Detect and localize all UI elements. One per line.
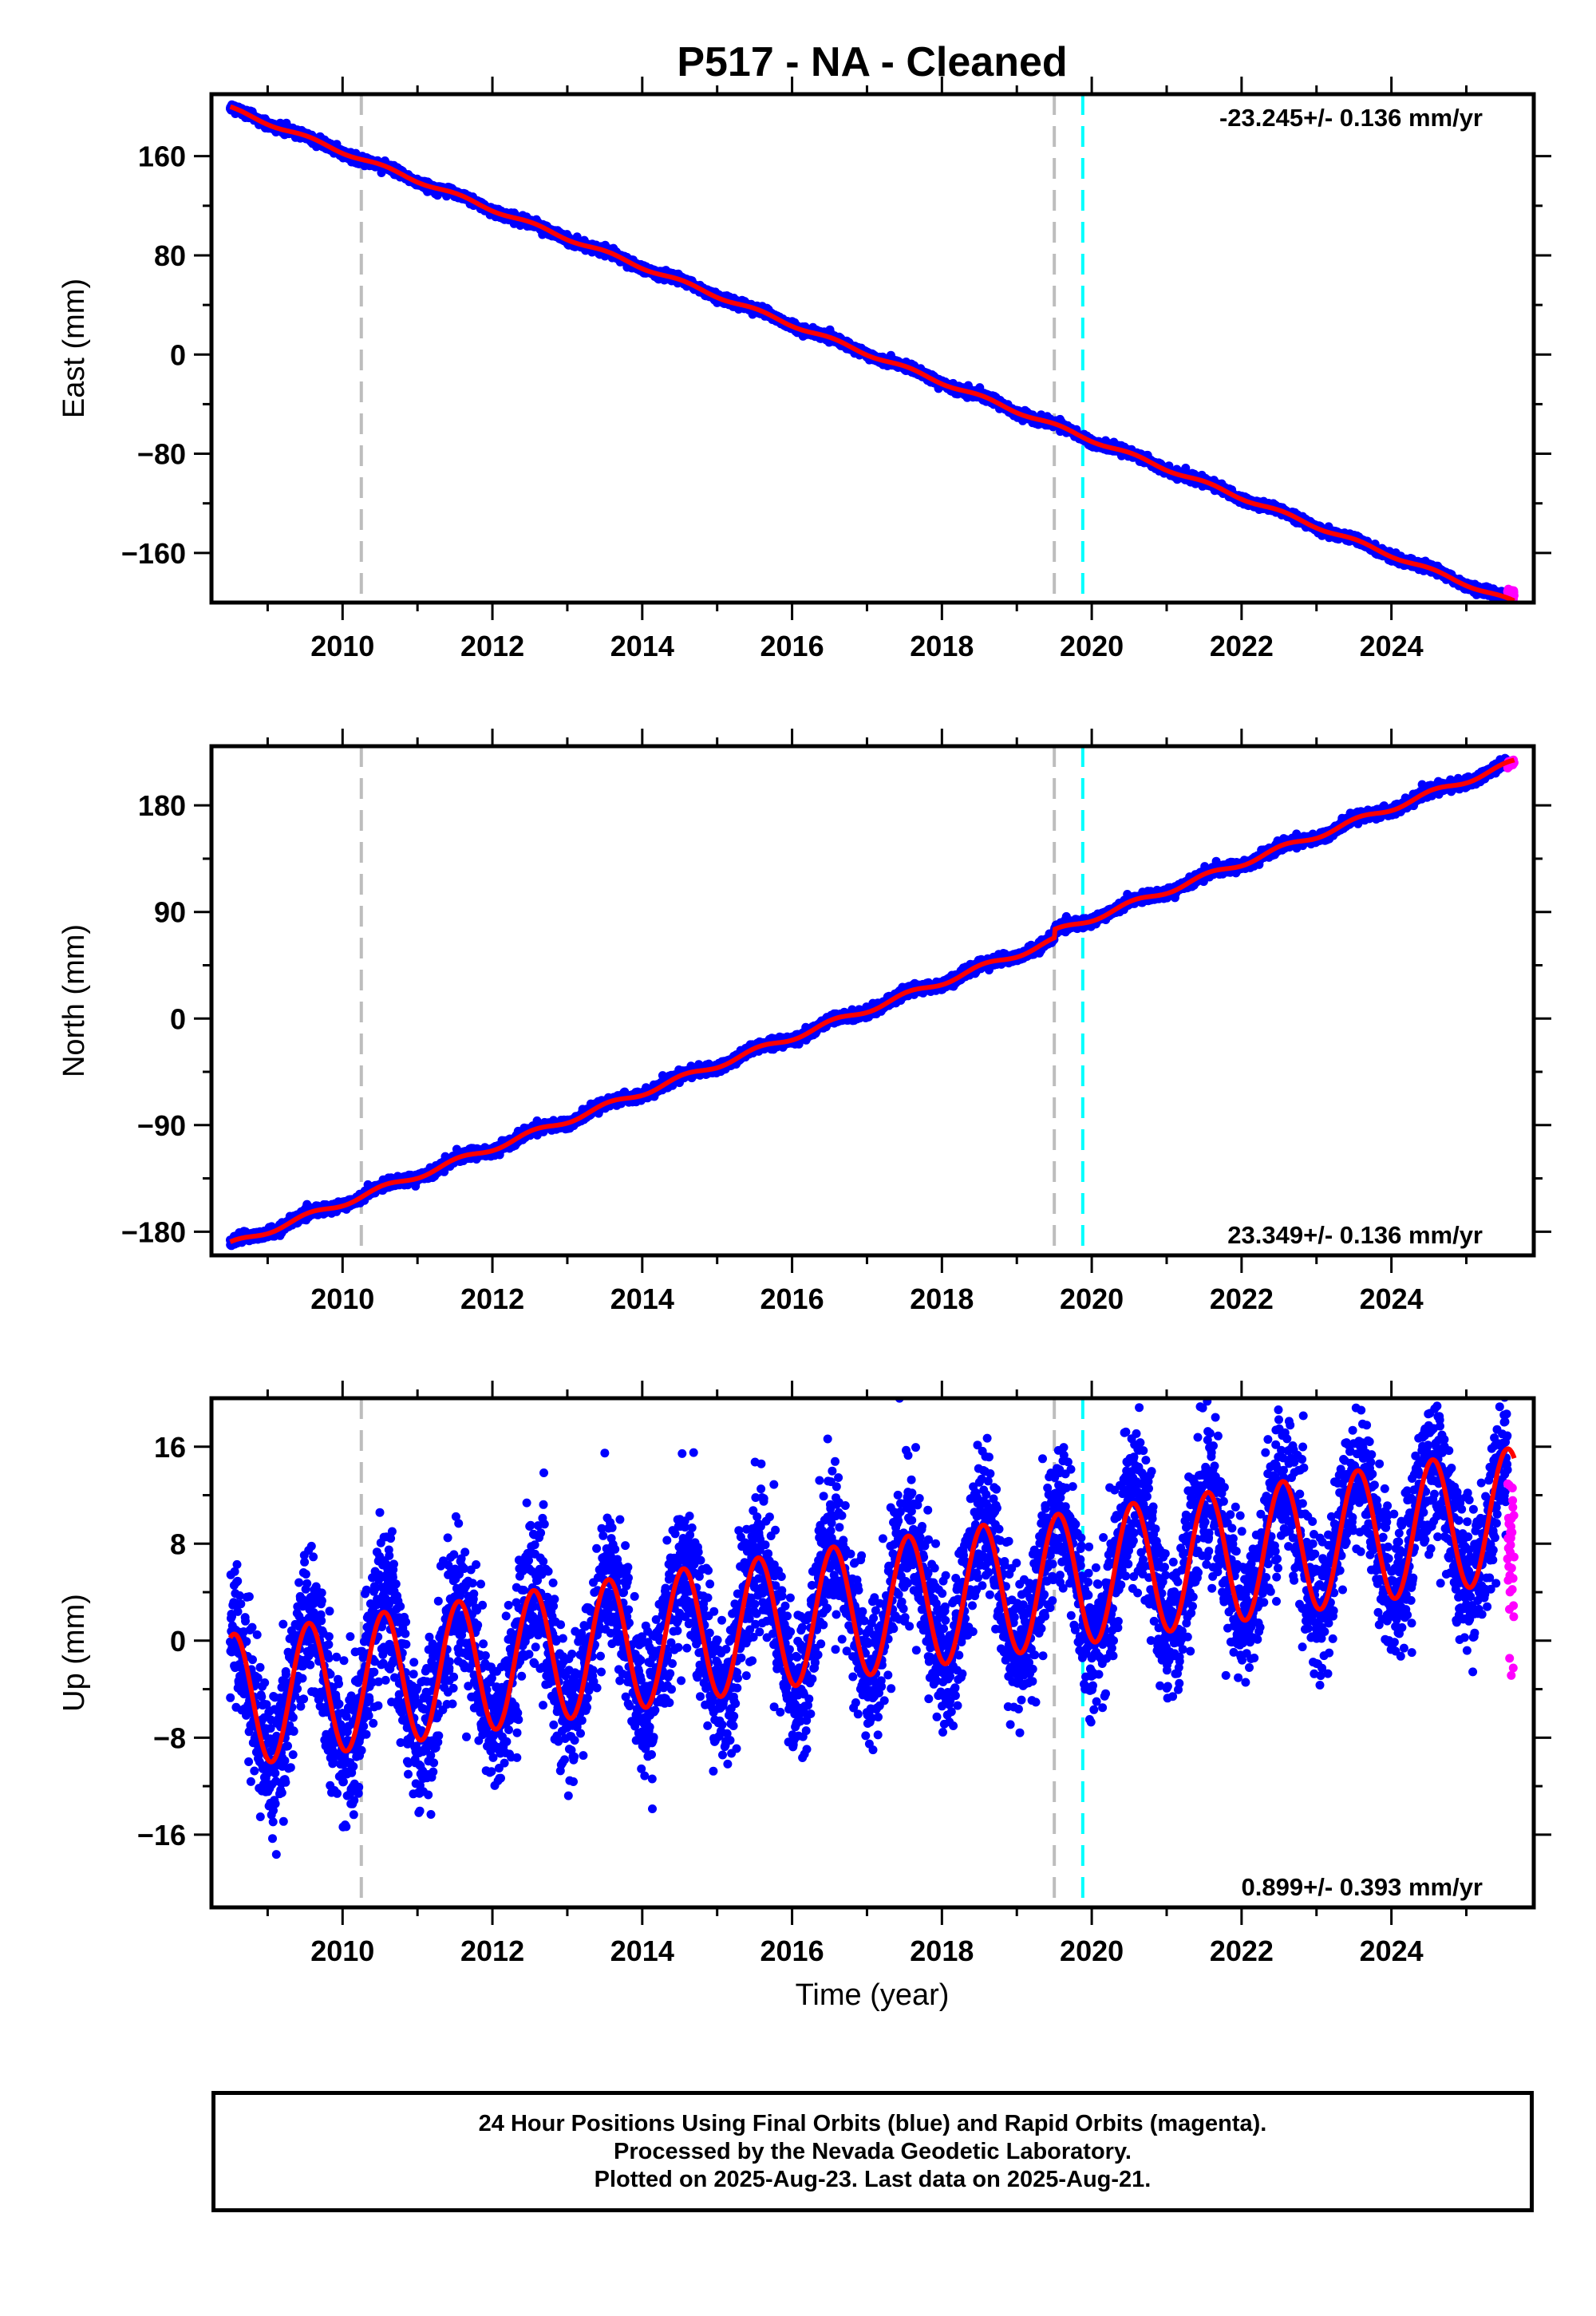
panel-1: 2010 2012 2014 2016 2018 2020 2022 2024160800−8… xyxy=(57,77,1551,662)
panels-group: 2010 2012 2014 2016 2018 2020 2022 2024160800−8… xyxy=(57,77,1551,1967)
plot-area xyxy=(226,94,1519,603)
figure-title: P517 - NA - Cleaned xyxy=(677,39,1067,85)
